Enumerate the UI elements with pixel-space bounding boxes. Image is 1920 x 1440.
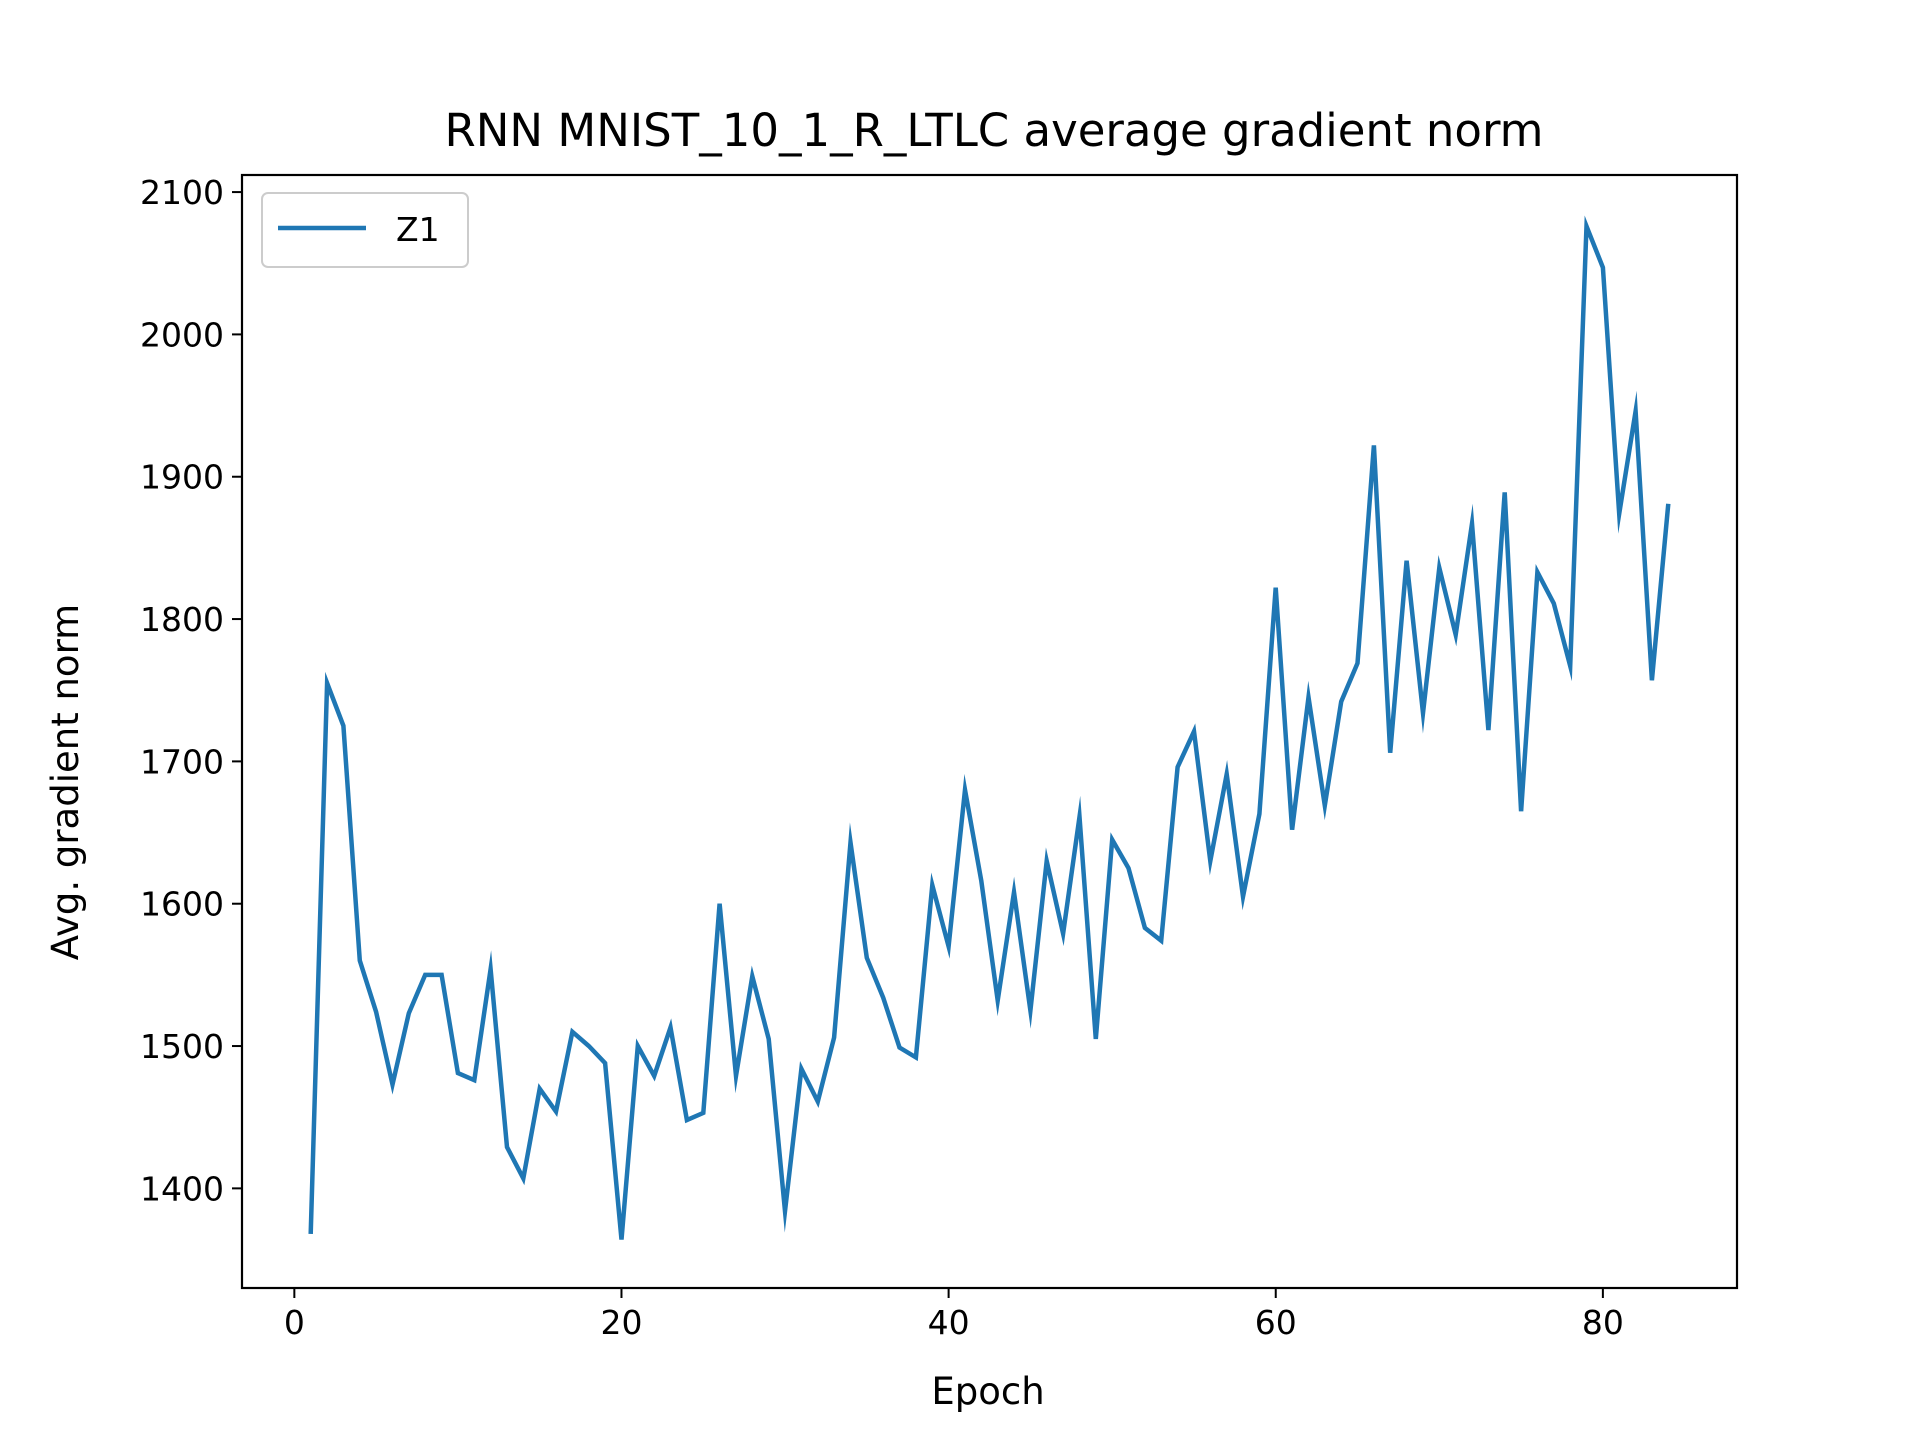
x-tick-label: 20 [600,1303,642,1342]
x-tick-label: 60 [1255,1303,1297,1342]
x-tick-label: 80 [1582,1303,1624,1342]
chart-title: RNN MNIST_10_1_R_LTLC average gradient n… [444,104,1543,157]
y-tick-label: 2000 [140,315,224,354]
legend-label-z1: Z1 [396,210,440,249]
legend: Z1 [261,192,469,268]
x-tick-label: 0 [284,1303,305,1342]
y-tick-label: 1800 [140,600,224,639]
y-tick-label: 2100 [140,173,224,212]
y-tick-label: 1700 [140,742,224,781]
series-line-z1 [308,215,1671,1240]
x-axis: 0 20 40 60 80 [284,1288,1624,1342]
y-axis: 1400 1500 1600 1700 1800 1900 2000 2100 [140,173,242,1208]
y-axis-label: Avg. gradient norm [44,604,87,960]
x-tick-label: 40 [928,1303,970,1342]
plot-frame [240,173,1739,1290]
series-group [308,215,1671,1240]
x-axis-label: Epoch [931,1370,1044,1413]
y-tick-label: 1600 [140,885,224,924]
y-tick-label: 1900 [140,458,224,497]
y-tick-label: 1500 [140,1027,224,1066]
y-tick-label: 1400 [140,1169,224,1208]
plot-area: 0 20 40 60 80 1400 1500 1600 1700 1800 1900 2000 21… [140,173,1739,1342]
